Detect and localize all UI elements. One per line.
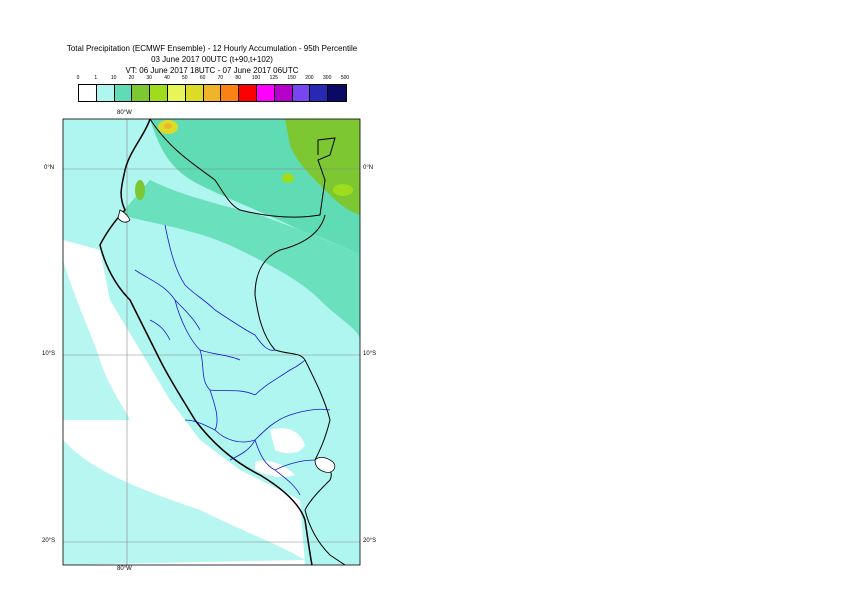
legend-swatch bbox=[274, 85, 293, 101]
legend-swatch bbox=[310, 85, 329, 101]
ocean-precip-north bbox=[63, 119, 150, 245]
legend-label: 1 bbox=[94, 75, 98, 81]
legend-label: 300 bbox=[323, 75, 332, 81]
legend-swatch bbox=[79, 85, 97, 101]
legend-swatch bbox=[167, 85, 186, 101]
top-lon-label: 80°W bbox=[117, 110, 132, 116]
legend-label: 500 bbox=[340, 75, 350, 81]
precip-10-20-central bbox=[120, 180, 360, 340]
precip-20-30-patch bbox=[135, 180, 145, 200]
legend-swatch bbox=[292, 85, 311, 101]
legend-label: 60 bbox=[199, 75, 206, 81]
legend-label: 70 bbox=[217, 75, 224, 81]
legend-swatch bbox=[185, 85, 204, 101]
peru-coastline bbox=[99, 119, 313, 565]
title-line-2: 03 June 2017 00UTC (t+90,t+102) bbox=[151, 55, 273, 64]
legend-label: 30 bbox=[146, 75, 152, 81]
lat-20-left-label: 20°S bbox=[42, 538, 56, 544]
ocean-precip-band bbox=[63, 260, 130, 420]
lat-10-right-label: 10°S bbox=[363, 351, 377, 357]
gulf-guayaquil bbox=[117, 209, 131, 223]
legend-swatch bbox=[256, 85, 275, 101]
legend-labels: 0 1 10 20 30 40 50 60 70 80 100 125 150 200 300 500 bbox=[68, 75, 358, 84]
precip-60-70-patch bbox=[164, 123, 172, 129]
legend-label: 20 bbox=[128, 75, 135, 81]
title-line-1: Total Precipitation (ECMWF Ensemble) - 1… bbox=[66, 44, 358, 53]
precip-30-40-patch-east bbox=[333, 184, 353, 196]
legend-swatch bbox=[328, 85, 346, 101]
legend-swatch bbox=[221, 85, 240, 101]
legend-swatch bbox=[203, 85, 222, 101]
precip-30-40-patch bbox=[282, 173, 294, 183]
lat-0-left-label: 0°N bbox=[44, 165, 55, 171]
legend-swatch bbox=[150, 85, 168, 101]
map-field bbox=[63, 119, 360, 565]
legend-swatch bbox=[239, 85, 257, 101]
legend-swatch bbox=[114, 85, 133, 101]
southern-border bbox=[304, 509, 346, 565]
legend-color-bar bbox=[78, 84, 347, 102]
lat-10-left-label: 10°S bbox=[42, 351, 56, 357]
legend-label: 100 bbox=[251, 75, 261, 81]
dry-inland-patch-south bbox=[255, 460, 295, 478]
legend-label: 50 bbox=[182, 75, 188, 81]
northern-border bbox=[149, 119, 336, 218]
bottom-lon-label: 80°W bbox=[117, 566, 132, 572]
legend-label: 40 bbox=[164, 75, 170, 81]
legend-swatch bbox=[96, 85, 115, 101]
legend-label: 10 bbox=[110, 75, 117, 81]
legend-label: 200 bbox=[305, 75, 314, 81]
lat-0-right-label: 0°N bbox=[363, 165, 374, 171]
ocean-precip-south bbox=[63, 440, 305, 565]
lat-20-right-label: 20°S bbox=[363, 538, 377, 544]
legend-label: 125 bbox=[269, 75, 278, 81]
title-line-3: VT: 06 June 2017 18UTC - 07 June 2017 06… bbox=[125, 66, 299, 75]
lake-titicaca bbox=[314, 456, 336, 473]
legend-label: 80 bbox=[235, 75, 241, 81]
legend-label: 0 bbox=[76, 75, 80, 81]
map-frame bbox=[62, 118, 361, 566]
legend-label: 150 bbox=[287, 75, 296, 81]
regional-borders bbox=[134, 224, 331, 496]
dry-inland-patch bbox=[270, 428, 305, 454]
legend-swatch bbox=[132, 85, 151, 101]
